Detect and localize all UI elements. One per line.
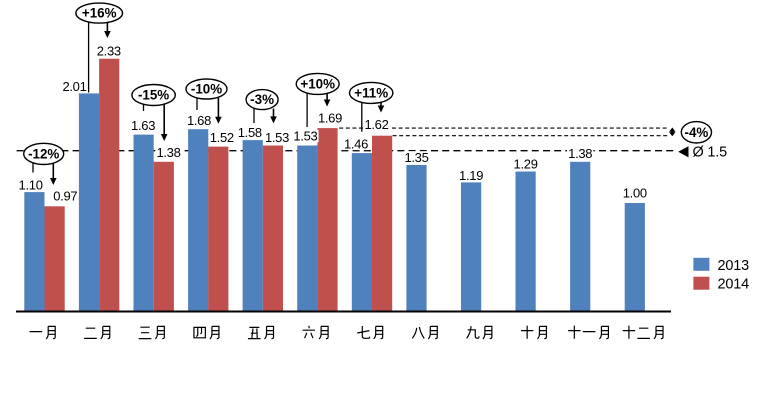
svg-text:-12%: -12% [28,147,59,162]
svg-text:1.19: 1.19 [459,168,483,183]
svg-text:2014: 2014 [718,277,750,293]
svg-text:2.01: 2.01 [62,79,86,94]
svg-text:+11%: +11% [354,86,388,101]
svg-text:1.68: 1.68 [187,113,211,128]
svg-text:1.29: 1.29 [514,157,538,172]
svg-text:1.69: 1.69 [318,111,342,126]
svg-text:1.62: 1.62 [364,117,388,132]
svg-text:0.97: 0.97 [53,189,77,204]
svg-text:-3%: -3% [250,92,274,107]
svg-text:1.53: 1.53 [293,129,317,144]
svg-text:2.33: 2.33 [97,44,121,59]
svg-text:1.58: 1.58 [238,125,262,140]
svg-text:-10%: -10% [191,82,222,97]
svg-text:-4%: -4% [684,125,708,140]
svg-text:1.52: 1.52 [210,130,234,145]
svg-text:1.63: 1.63 [131,118,155,133]
svg-text:+16%: +16% [82,6,117,21]
svg-text:1.10: 1.10 [19,178,43,193]
svg-text:-15%: -15% [138,88,169,103]
svg-text:Ø 1.5: Ø 1.5 [693,144,728,160]
svg-text:2013: 2013 [718,258,750,274]
svg-text:1.53: 1.53 [265,130,289,145]
svg-text:1.46: 1.46 [344,137,368,152]
svg-text:1.00: 1.00 [623,186,647,201]
svg-text:1.38: 1.38 [568,146,592,161]
svg-text:1.38: 1.38 [156,145,180,160]
svg-text:+10%: +10% [300,77,335,92]
svg-text:1.35: 1.35 [404,150,428,165]
